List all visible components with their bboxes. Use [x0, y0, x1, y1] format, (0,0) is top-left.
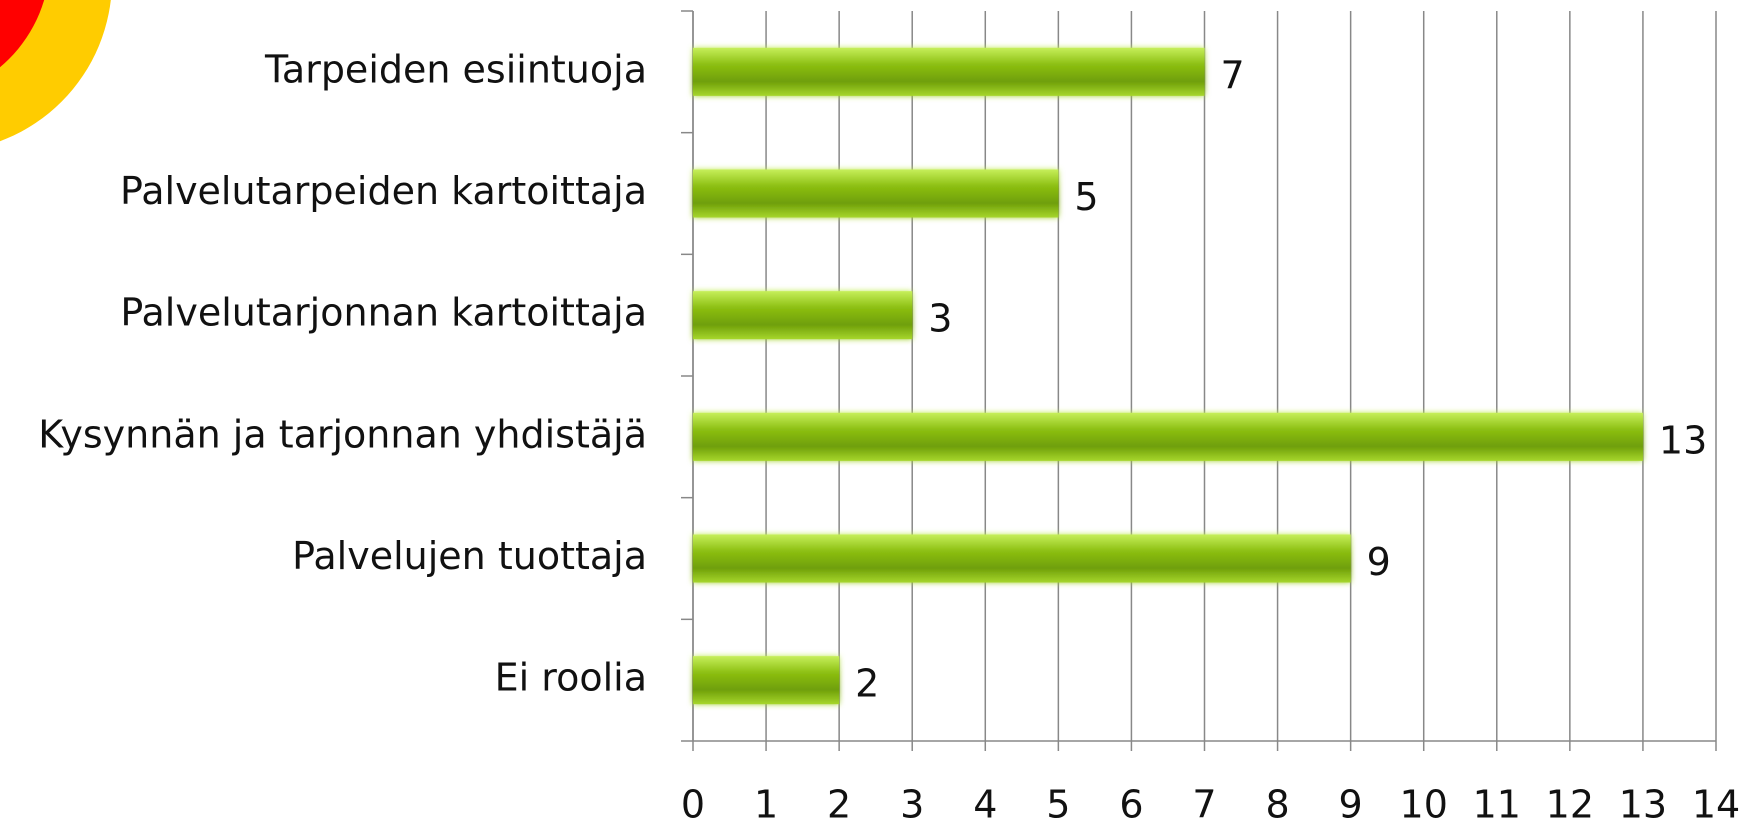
- data-label: 7: [1221, 53, 1245, 97]
- x-tick-label: 7: [1192, 783, 1216, 827]
- bar: [693, 169, 1059, 218]
- y-tick-label: Kysynnän ja tarjonnan yhdistäjä: [38, 412, 647, 456]
- bar: [693, 534, 1351, 583]
- x-tick-label: 5: [1046, 783, 1070, 827]
- data-label: 2: [855, 662, 879, 706]
- data-label: 5: [1074, 175, 1098, 219]
- data-label: 3: [928, 297, 952, 341]
- x-tick-label: 1: [754, 783, 778, 827]
- bar: [693, 656, 840, 705]
- y-tick-label: Palvelutarjonnan kartoittaja: [120, 291, 647, 335]
- x-tick-label: 0: [681, 783, 705, 827]
- y-tick-label: Ei roolia: [495, 656, 647, 700]
- y-tick-label: Palvelujen tuottaja: [292, 534, 647, 578]
- x-tick-label: 4: [973, 783, 997, 827]
- bar: [693, 291, 913, 340]
- decor-circle-red: [0, 0, 45, 68]
- y-tick-label: Tarpeiden esiintuoja: [264, 47, 647, 91]
- x-tick-label: 11: [1473, 783, 1521, 827]
- x-tick-label: 8: [1265, 783, 1289, 827]
- x-tick-label: 14: [1692, 783, 1740, 827]
- bar: [693, 412, 1643, 461]
- x-tick-label: 2: [827, 783, 851, 827]
- data-label: 13: [1659, 418, 1707, 462]
- x-tick-label: 6: [1119, 783, 1143, 827]
- x-tick-label: 9: [1339, 783, 1363, 827]
- data-label: 9: [1367, 540, 1391, 584]
- x-tick-label: 10: [1400, 783, 1448, 827]
- x-tick-label: 12: [1546, 783, 1594, 827]
- x-tick-label: 3: [900, 783, 924, 827]
- bar: [693, 47, 1205, 96]
- x-tick-label: 13: [1619, 783, 1667, 827]
- y-tick-label: Palvelutarpeiden kartoittaja: [120, 169, 647, 213]
